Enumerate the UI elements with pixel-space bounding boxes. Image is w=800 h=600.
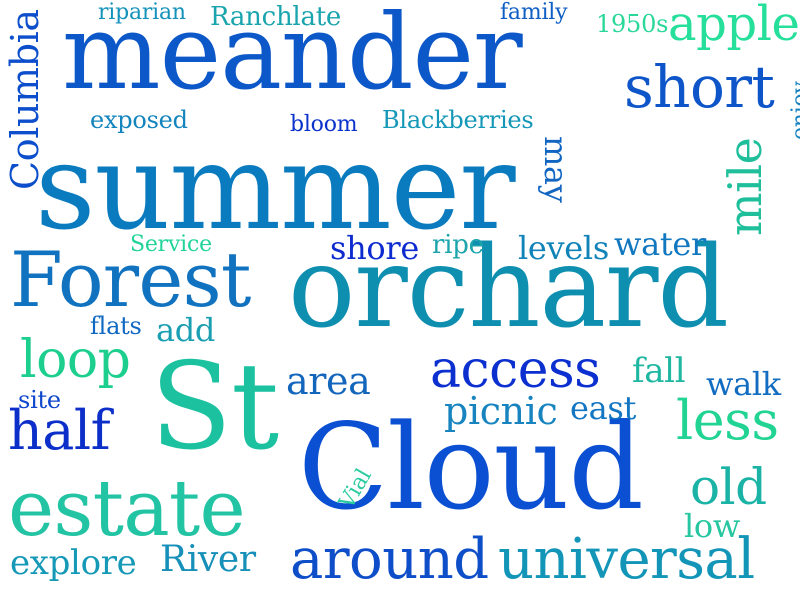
word-estate: estate: [8, 464, 246, 554]
word-around: around: [290, 527, 489, 592]
word-access: access: [430, 340, 601, 400]
word-summer: summer: [35, 118, 516, 256]
word-water: water: [614, 225, 706, 263]
word-st: St: [150, 338, 279, 477]
word-may: may: [537, 136, 575, 203]
word-universal: universal: [498, 527, 755, 592]
word-short: short: [624, 53, 775, 121]
word-exposed: exposed: [90, 106, 188, 134]
word-fall: fall: [632, 351, 686, 391]
word-low: low: [684, 507, 740, 545]
word-river: River: [160, 539, 256, 580]
word-apple: apple: [668, 0, 800, 52]
word-ranchlate: Ranchlate: [210, 2, 342, 32]
word-loop: loop: [20, 330, 131, 390]
word-flats: flats: [90, 312, 142, 340]
word-columbia: Columbia: [3, 9, 47, 190]
word-enjoy: enjoy: [788, 81, 800, 140]
word-mile: mile: [718, 137, 772, 236]
word-meander: meander: [62, 0, 523, 113]
word-add: add: [156, 311, 216, 349]
word-picnic: picnic: [444, 389, 558, 433]
word-levels: levels: [518, 229, 609, 267]
word-forest: Forest: [10, 235, 251, 324]
word-east: east: [570, 389, 637, 427]
word-1950s: 1950s: [596, 10, 669, 38]
word-orchard: orchard: [288, 223, 729, 353]
word-cloud-text: Cloud: [298, 398, 644, 536]
word-shore: shore: [330, 229, 419, 267]
word-less: less: [676, 389, 779, 452]
word-ripe: ripe: [432, 230, 484, 260]
word-bloom: bloom: [290, 112, 358, 137]
word-walk: walk: [706, 365, 781, 403]
word-area: area: [286, 359, 371, 403]
word-explore: explore: [10, 543, 137, 583]
word-site: site: [18, 386, 61, 414]
word-riparian: riparian: [98, 0, 186, 25]
word-blackberries: Blackberries: [382, 106, 534, 134]
word-old: old: [690, 458, 767, 516]
word-half: half: [8, 399, 111, 462]
word-family: family: [500, 0, 568, 25]
word-service: Service: [130, 232, 212, 257]
